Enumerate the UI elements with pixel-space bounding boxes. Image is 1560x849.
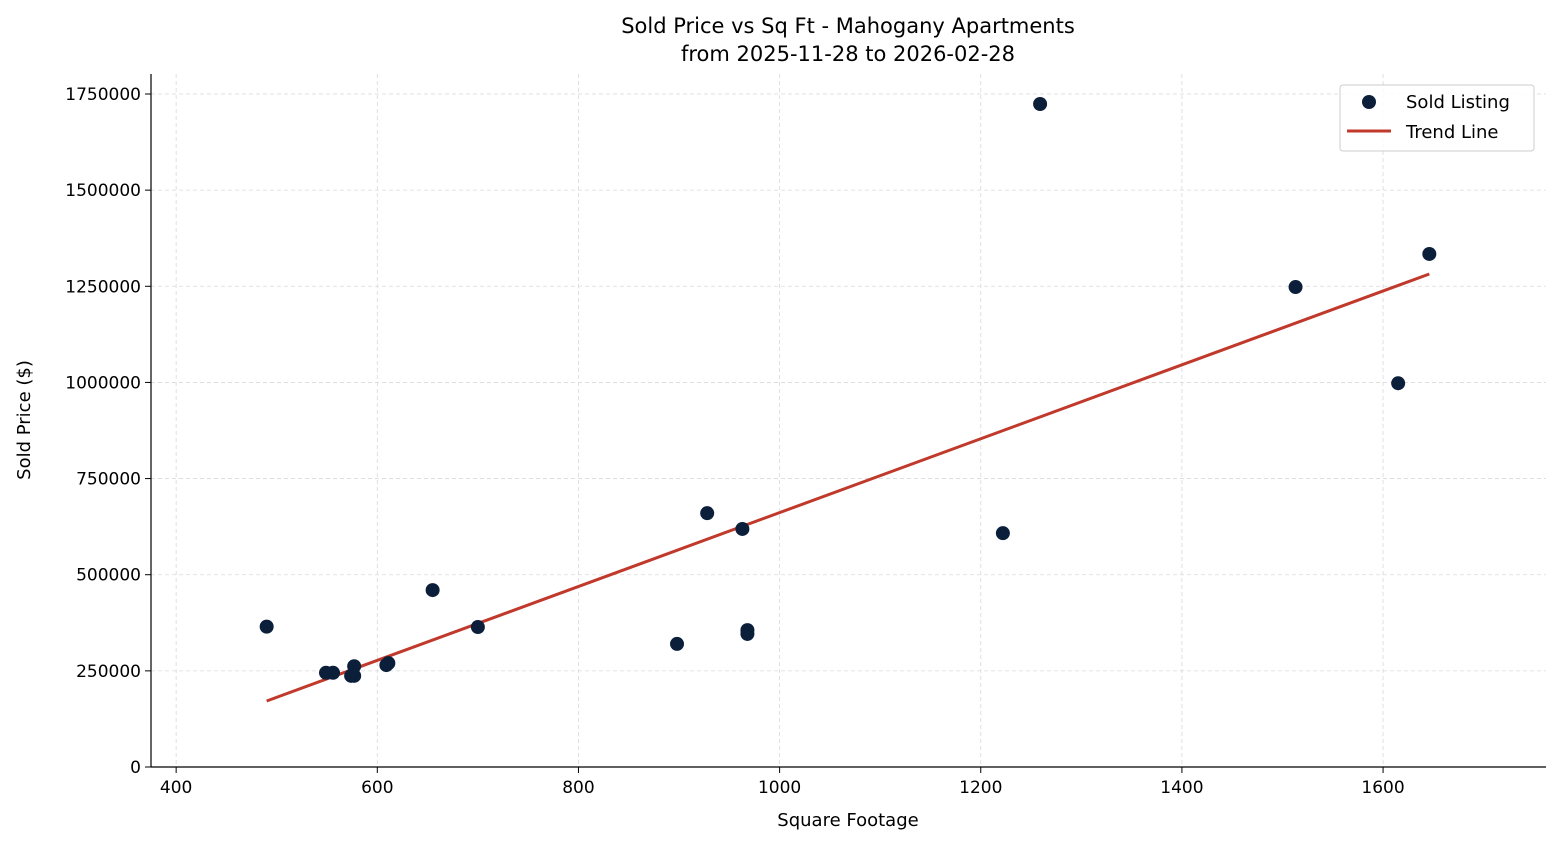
grid [151,74,1546,768]
y-tick-label: 1750000 [65,85,141,105]
legend-label-trend-line: Trend Line [1405,122,1499,143]
x-tick-label: 600 [361,778,393,798]
data-point [425,583,440,598]
legend-label-sold-listing: Sold Listing [1406,92,1510,113]
data-point [381,656,396,671]
y-axis-label: Sold Price ($) [14,360,35,480]
y-tick-label: 1500000 [65,181,141,201]
chart-title: Sold Price vs Sq Ft - Mahogany Apartment… [621,14,1075,38]
trend-line [266,272,1430,703]
legend-marker-sold-listing [1362,95,1376,109]
x-tick-label: 1400 [1160,778,1203,798]
data-point [259,619,274,634]
y-tick-label: 0 [130,758,141,778]
data-point [670,636,685,651]
legend: Sold Listing Trend Line [1339,84,1535,152]
x-tick-label: 1600 [1361,778,1404,798]
data-point [1033,96,1048,111]
data-point [1391,376,1406,391]
x-axis-label: Square Footage [777,810,918,831]
x-tick-label: 400 [160,778,192,798]
data-point [700,506,715,521]
y-tick-label: 1250000 [65,277,141,297]
data-point [740,626,755,641]
x-tick-label: 1200 [959,778,1002,798]
data-point [995,526,1010,541]
x-tick-label: 800 [562,778,594,798]
y-tick-label: 500000 [76,566,141,586]
data-point [470,620,485,635]
y-tick-label: 1000000 [65,373,141,393]
data-point [735,521,750,536]
chart-subtitle: from 2025-11-28 to 2026-02-28 [681,42,1015,66]
y-tick-label: 750000 [76,470,141,490]
data-point [347,668,362,683]
data-point [1288,280,1303,295]
marks [259,96,1437,703]
legend-box [1339,84,1535,152]
y-tick-label: 250000 [76,662,141,682]
x-tick-label: 1000 [758,778,801,798]
ticks: 400 600 800 1000 1200 1400 1600 0 250000 500000 75… [65,85,1404,798]
data-point [326,665,341,680]
data-point [1422,246,1437,261]
